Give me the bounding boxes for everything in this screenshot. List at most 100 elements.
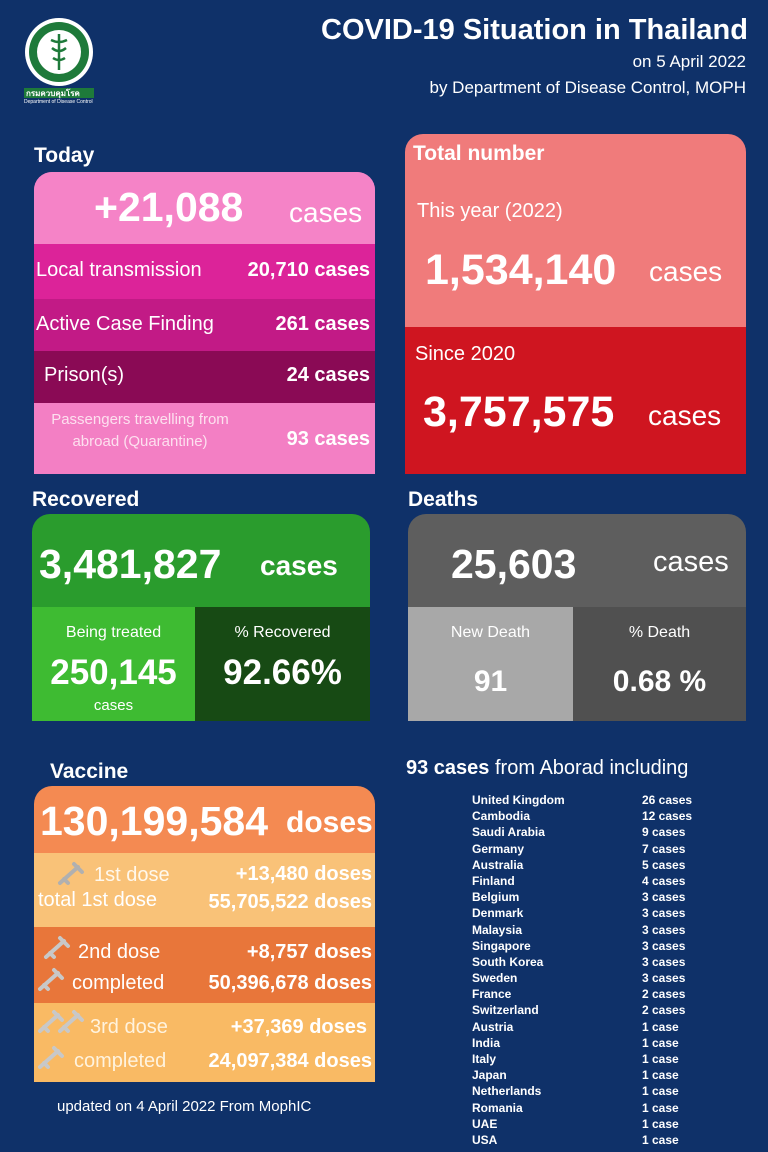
dose3-label: 3rd dose <box>90 1016 168 1038</box>
today-row-label: Active Case Finding <box>36 313 214 335</box>
country-name: Singapore <box>472 938 531 953</box>
list-item: France 2 cases <box>472 986 712 1002</box>
recovered-total: 3,481,827 cases <box>32 514 370 607</box>
report-date: on 5 April 2022 <box>632 52 746 71</box>
list-item: Saudi Arabia 9 cases <box>472 824 712 840</box>
list-item: Switzerland 2 cases <box>472 1002 712 1018</box>
country-cases: 3 cases <box>642 922 686 937</box>
country-name: UAE <box>472 1116 498 1131</box>
country-name: Malaysia <box>472 922 523 937</box>
syringe-icon <box>44 936 70 959</box>
country-name: Denmark <box>472 906 524 921</box>
list-item: Cambodia 12 cases <box>472 808 712 824</box>
today-total-unit: cases <box>289 197 363 228</box>
country-name: Australia <box>472 857 524 872</box>
total-year-label: This year (2022) <box>417 200 563 222</box>
list-item: Japan 1 case <box>472 1067 712 1083</box>
country-name: Saudi Arabia <box>472 825 545 840</box>
list-item: Italy 1 case <box>472 1051 712 1067</box>
today-row-value: 24 cases <box>286 364 370 386</box>
country-cases: 9 cases <box>642 825 686 840</box>
being-treated-label: Being treated <box>65 624 162 641</box>
country-name: Austria <box>472 1019 514 1034</box>
syringe-icon <box>38 1046 64 1069</box>
vaccine-panel: 130,199,584 doses 1st dose +13,480 doses… <box>34 786 375 1082</box>
abroad-country-list: United Kingdom 26 cases Cambodia 12 cases Sa… <box>472 792 712 1148</box>
dose2-value: +8,757 doses <box>246 941 372 963</box>
country-name: India <box>472 1035 501 1050</box>
today-row-passengers: Passengers travelling from abroad (Quara… <box>34 403 375 474</box>
country-name: France <box>472 987 512 1002</box>
vaccine-dose1-row: 1st dose +13,480 doses total 1st dose 55… <box>34 853 375 927</box>
country-name: Germany <box>472 841 525 856</box>
total-since-label: Since 2020 <box>415 343 516 365</box>
country-cases: 1 case <box>642 1052 679 1066</box>
list-item: India 1 case <box>472 1035 712 1051</box>
list-item: Denmark 3 cases <box>472 905 712 921</box>
report-source: by Department of Disease Control, MOPH <box>429 78 746 97</box>
country-cases: 1 case <box>642 1084 679 1099</box>
dose2-total-label: completed <box>72 972 165 994</box>
list-item: USA 1 case <box>472 1132 712 1148</box>
logo-text: กรมควบคุมโรค <box>26 89 80 98</box>
list-item: Romania 1 case <box>472 1100 712 1116</box>
vaccine-dose3-row: 3rd dose +37,369 doses completed 24,097,… <box>34 1003 375 1082</box>
vaccine-total-value: 130,199,584 <box>40 798 269 844</box>
country-cases: 1 case <box>642 1035 679 1050</box>
being-treated-unit: cases <box>93 697 134 714</box>
dose2-label: 2nd dose <box>78 941 161 963</box>
total-since-2020: Since 2020 3,757,575 cases <box>405 327 746 474</box>
today-row-prison: Prison(s) 24 cases <box>34 351 375 403</box>
list-item: Austria 1 case <box>472 1019 712 1035</box>
new-death-value: 91 <box>473 665 508 698</box>
abroad-heading-text: from Aborad including <box>494 757 689 779</box>
country-cases: 12 cases <box>642 809 693 824</box>
country-cases: 7 cases <box>642 841 686 856</box>
recovered-title: Recovered <box>32 488 140 511</box>
deaths-title: Deaths <box>408 488 479 511</box>
list-item: Singapore 3 cases <box>472 938 712 954</box>
new-death-cell: New Death 91 <box>408 607 573 721</box>
recovered-unit: cases <box>260 550 338 581</box>
vaccine-total-unit: doses <box>286 806 373 839</box>
list-item: UAE 1 case <box>472 1116 712 1132</box>
country-cases: 1 case <box>642 1116 679 1131</box>
country-name: Belgium <box>472 890 520 905</box>
dose3-value: +37,369 doses <box>230 1016 367 1038</box>
country-cases: 26 cases <box>642 793 693 807</box>
country-cases: 1 case <box>642 1132 679 1147</box>
total-since-value: 3,757,575 <box>423 388 615 436</box>
country-cases: 5 cases <box>642 857 686 872</box>
country-cases: 2 cases <box>642 987 686 1002</box>
total-this-year: Total number This year (2022) 1,534,140 … <box>405 134 746 327</box>
syringe-icon <box>58 862 84 885</box>
country-cases: 1 case <box>642 1100 679 1115</box>
country-cases: 2 cases <box>642 1003 686 1018</box>
country-name: Netherlands <box>472 1084 542 1099</box>
list-item: South Korea 3 cases <box>472 954 712 970</box>
dose1-total-label: total 1st dose <box>38 889 157 911</box>
country-name: USA <box>472 1132 498 1147</box>
country-name: Romania <box>472 1100 523 1115</box>
total-year-unit: cases <box>649 256 723 287</box>
country-name: Sweden <box>472 971 518 986</box>
country-cases: 3 cases <box>642 971 686 986</box>
country-name: Italy <box>472 1052 497 1066</box>
today-row-value: 20,710 cases <box>247 259 370 281</box>
total-year-value: 1,534,140 <box>425 246 617 294</box>
country-name: Finland <box>472 873 515 888</box>
country-cases: 1 case <box>642 1019 679 1034</box>
logo-subtext: Department of Disease Control <box>24 99 93 105</box>
dose1-value: +13,480 doses <box>235 863 372 885</box>
country-name: South Korea <box>472 954 544 969</box>
country-name: Cambodia <box>472 809 531 824</box>
deaths-panel: 25,603 cases New Death 91 % Death 0.68 % <box>408 514 746 721</box>
dose1-label: 1st dose <box>94 864 170 886</box>
vaccine-dose2-row: 2nd dose +8,757 doses completed 50,396,6… <box>34 927 375 1003</box>
list-item: Australia 5 cases <box>472 857 712 873</box>
today-row-acf: Active Case Finding 261 cases <box>34 299 375 351</box>
list-item: Netherlands 1 case <box>472 1083 712 1099</box>
death-pct-value: 0.68 % <box>612 665 707 698</box>
dose3-total-label: completed <box>74 1050 167 1072</box>
list-item: Sweden 3 cases <box>472 970 712 986</box>
